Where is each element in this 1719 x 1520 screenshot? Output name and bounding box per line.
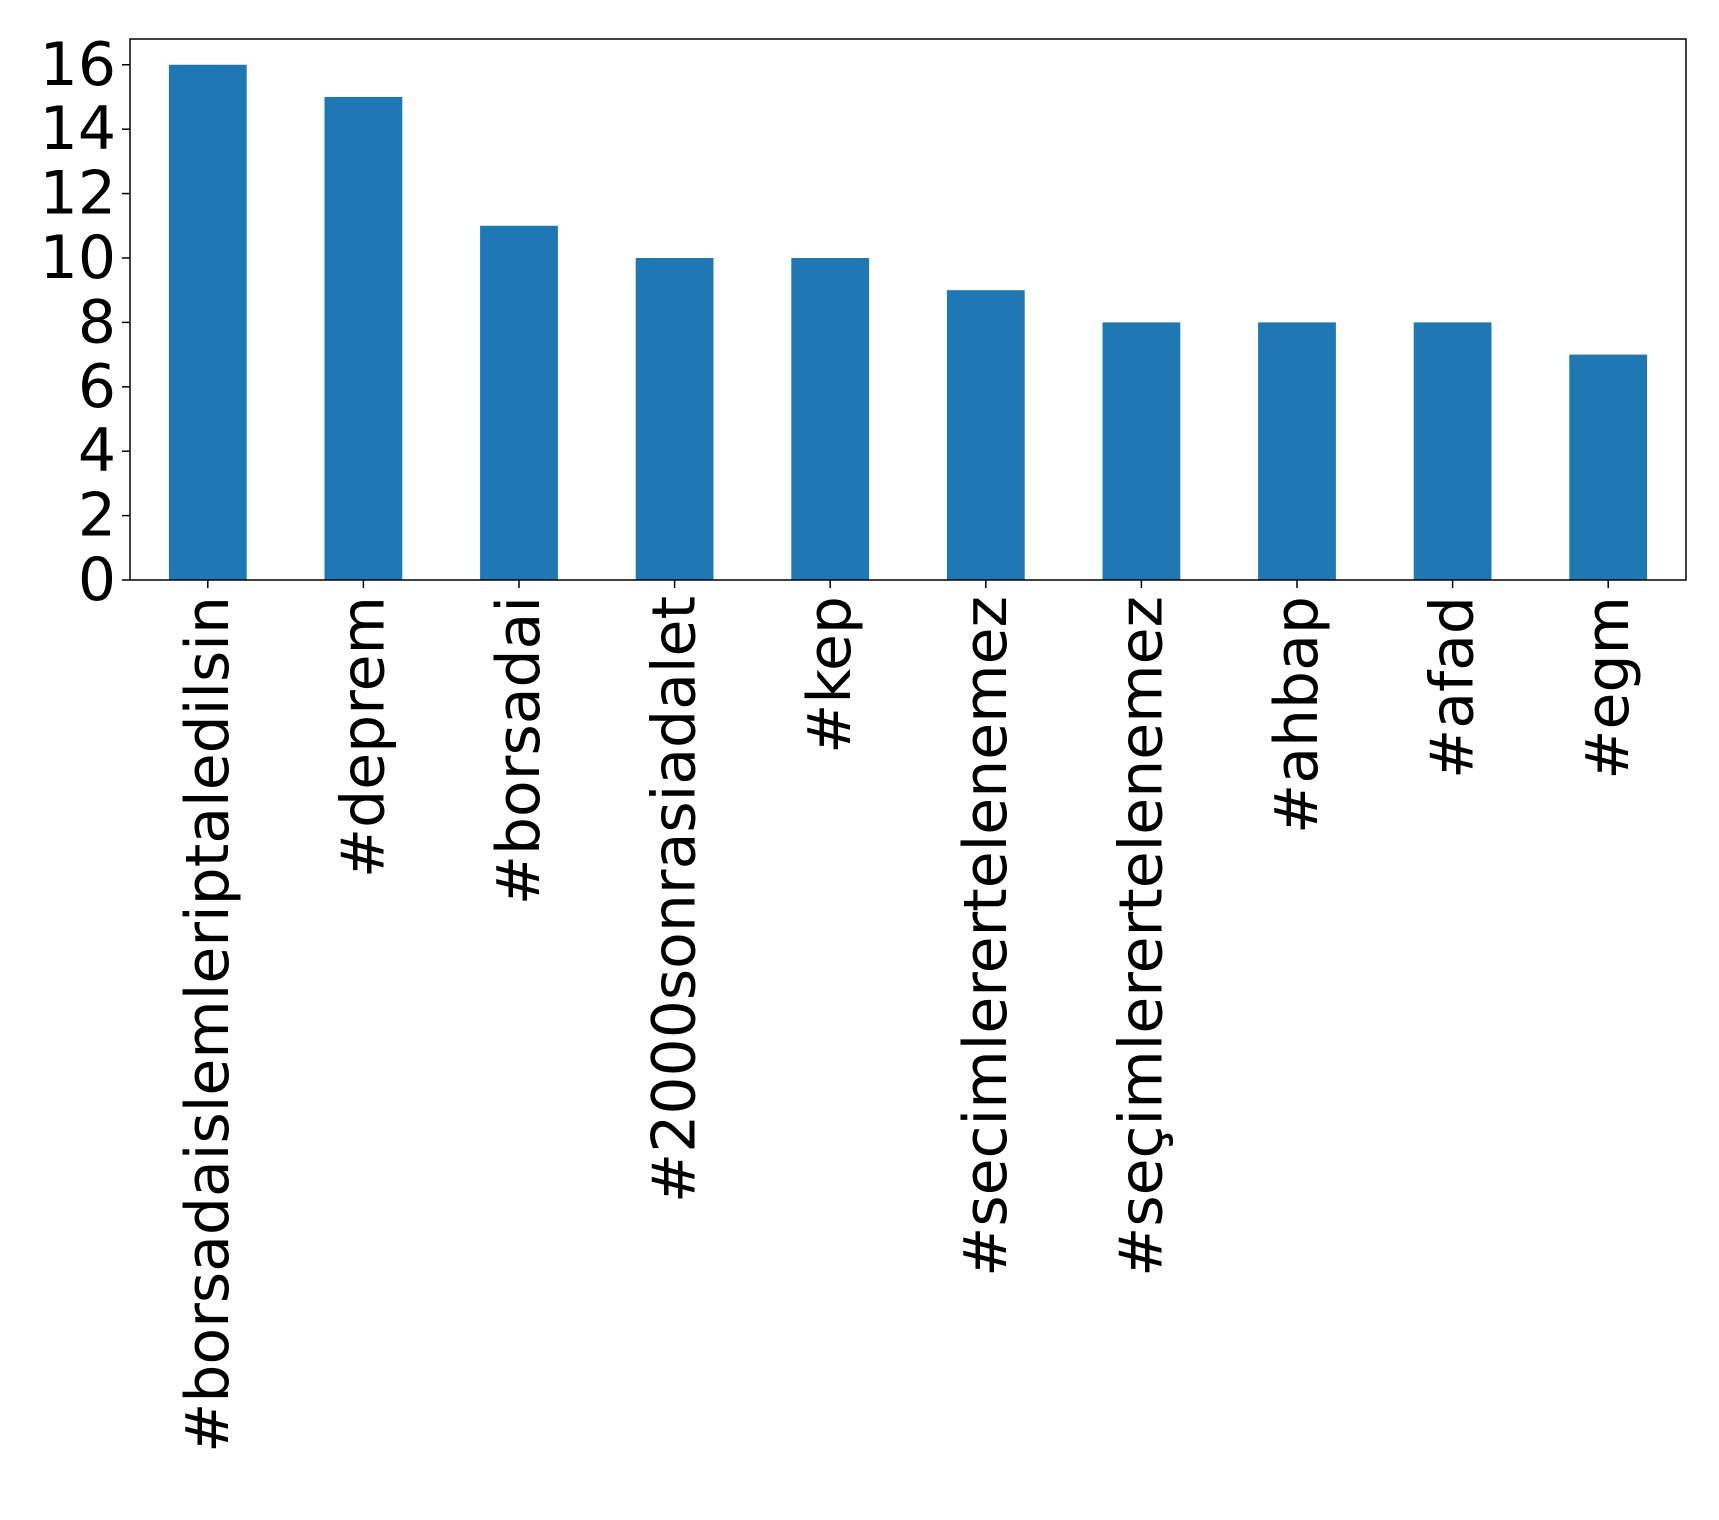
x-tick-label: #afad — [1418, 596, 1488, 779]
x-tick-label: #egm — [1573, 596, 1643, 780]
y-tick-label: 2 — [78, 481, 116, 551]
bar — [324, 96, 403, 581]
bar — [1413, 322, 1492, 580]
bar — [1258, 322, 1336, 580]
bar — [1569, 354, 1648, 580]
x-tick-label: #secimlerertelenemez — [951, 596, 1021, 1277]
bar — [168, 64, 247, 580]
y-tick-label: 16 — [40, 30, 116, 100]
bar — [791, 257, 870, 580]
x-tick-label: #borsadai — [484, 596, 554, 905]
y-tick-label: 8 — [78, 287, 116, 357]
y-tick-label: 12 — [40, 159, 116, 229]
bar — [635, 257, 714, 580]
x-tick-label: #borsadaislemleriptaledilsin — [173, 596, 243, 1453]
x-axis: #borsadaislemleriptaledilsin #deprem #bors… — [173, 580, 1643, 1453]
y-tick-label: 14 — [40, 94, 116, 164]
bar — [946, 290, 1025, 580]
y-tick-label: 10 — [40, 223, 116, 293]
y-tick-label: 0 — [78, 545, 116, 615]
x-tick-label: #2000sonrasiadalet — [640, 596, 710, 1203]
axes-frame — [129, 38, 1687, 581]
y-tick-label: 4 — [78, 416, 116, 486]
bar — [480, 225, 558, 580]
x-tick-label: #kep — [795, 596, 865, 754]
x-tick-label: #deprem — [328, 596, 398, 878]
x-tick-label: #ahbap — [1262, 596, 1332, 834]
bars-layer — [168, 64, 1648, 581]
bar — [1102, 322, 1181, 580]
x-tick-label: #seçimlerertelenemez — [1106, 596, 1176, 1277]
y-tick-label: 6 — [78, 352, 116, 422]
